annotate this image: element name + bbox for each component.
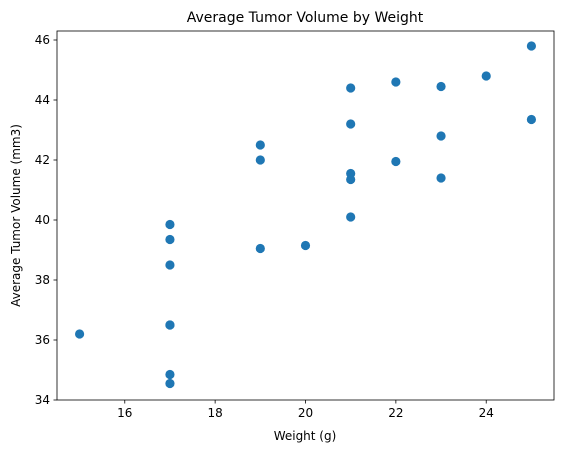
x-tick-label: 20 [298,406,313,420]
y-tick-label: 38 [35,273,50,287]
x-tick-label: 16 [117,406,132,420]
data-point [346,174,356,185]
x-tick-label: 24 [479,406,494,420]
y-tick-label: 44 [35,93,50,107]
y-tick-label: 42 [35,153,50,167]
chart-title: Average Tumor Volume by Weight [187,10,424,26]
y-axis: 34 36 38 40 42 44 46 [35,33,57,407]
data-point [255,243,265,254]
data-point [346,83,356,93]
y-tick-label: 34 [35,393,50,407]
data-point [436,131,446,141]
x-tick-label: 22 [388,406,403,420]
data-point [481,71,491,81]
data-point [165,260,175,270]
x-tick-label: 18 [207,406,222,420]
data-point [74,329,85,339]
data-point [526,114,537,125]
data-point [300,240,311,251]
y-tick-label: 36 [35,333,50,347]
data-point [165,378,175,389]
data-point [526,41,537,51]
y-tick-label: 46 [35,33,50,47]
x-axis: 16 18 20 22 24 [117,400,494,420]
data-point [346,119,356,129]
y-tick-label: 40 [35,213,50,227]
data-point [255,140,265,150]
y-axis-label: Average Tumor Volume (mm3) [9,124,23,307]
plot-frame [56,30,555,401]
data-point [346,212,356,222]
data-point [165,234,175,245]
data-point [255,155,265,165]
data-point [165,219,175,230]
data-point [165,369,175,380]
data-point [391,156,401,167]
data-point [436,173,446,183]
points-layer [74,41,537,389]
data-point [391,77,401,87]
x-axis-label: Weight (g) [274,429,337,443]
data-point [436,81,446,92]
data-point [165,320,175,330]
